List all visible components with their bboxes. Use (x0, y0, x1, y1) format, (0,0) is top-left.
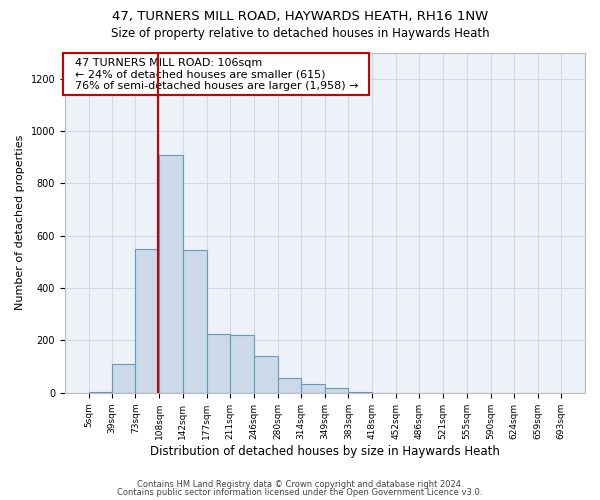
Bar (254, 356, 278, 393)
Text: 47 TURNERS MILL ROAD: 106sqm  
  ← 24% of detached houses are smaller (615)  
  : 47 TURNERS MILL ROAD: 106sqm ← 24% of de… (68, 58, 365, 91)
Y-axis label: Number of detached properties: Number of detached properties (15, 135, 25, 310)
Bar (301, 384, 325, 393)
Bar (135, 249, 160, 393)
X-axis label: Distribution of detached houses by size in Haywards Heath: Distribution of detached houses by size … (150, 444, 500, 458)
Bar (160, 154, 182, 393)
Text: Contains public sector information licensed under the Open Government Licence v3: Contains public sector information licen… (118, 488, 482, 497)
Text: Contains HM Land Registry data © Crown copyright and database right 2024.: Contains HM Land Registry data © Crown c… (137, 480, 463, 489)
Text: 47, TURNERS MILL ROAD, HAYWARDS HEATH, RH16 1NW: 47, TURNERS MILL ROAD, HAYWARDS HEATH, R… (112, 10, 488, 23)
Text: Size of property relative to detached houses in Haywards Heath: Size of property relative to detached ho… (110, 28, 490, 40)
Bar (207, 334, 230, 393)
Bar (278, 378, 301, 393)
Bar (112, 364, 135, 393)
Bar (325, 388, 349, 393)
Bar (349, 392, 373, 393)
Bar (182, 250, 207, 393)
Bar (230, 335, 254, 393)
Bar (89, 392, 112, 393)
